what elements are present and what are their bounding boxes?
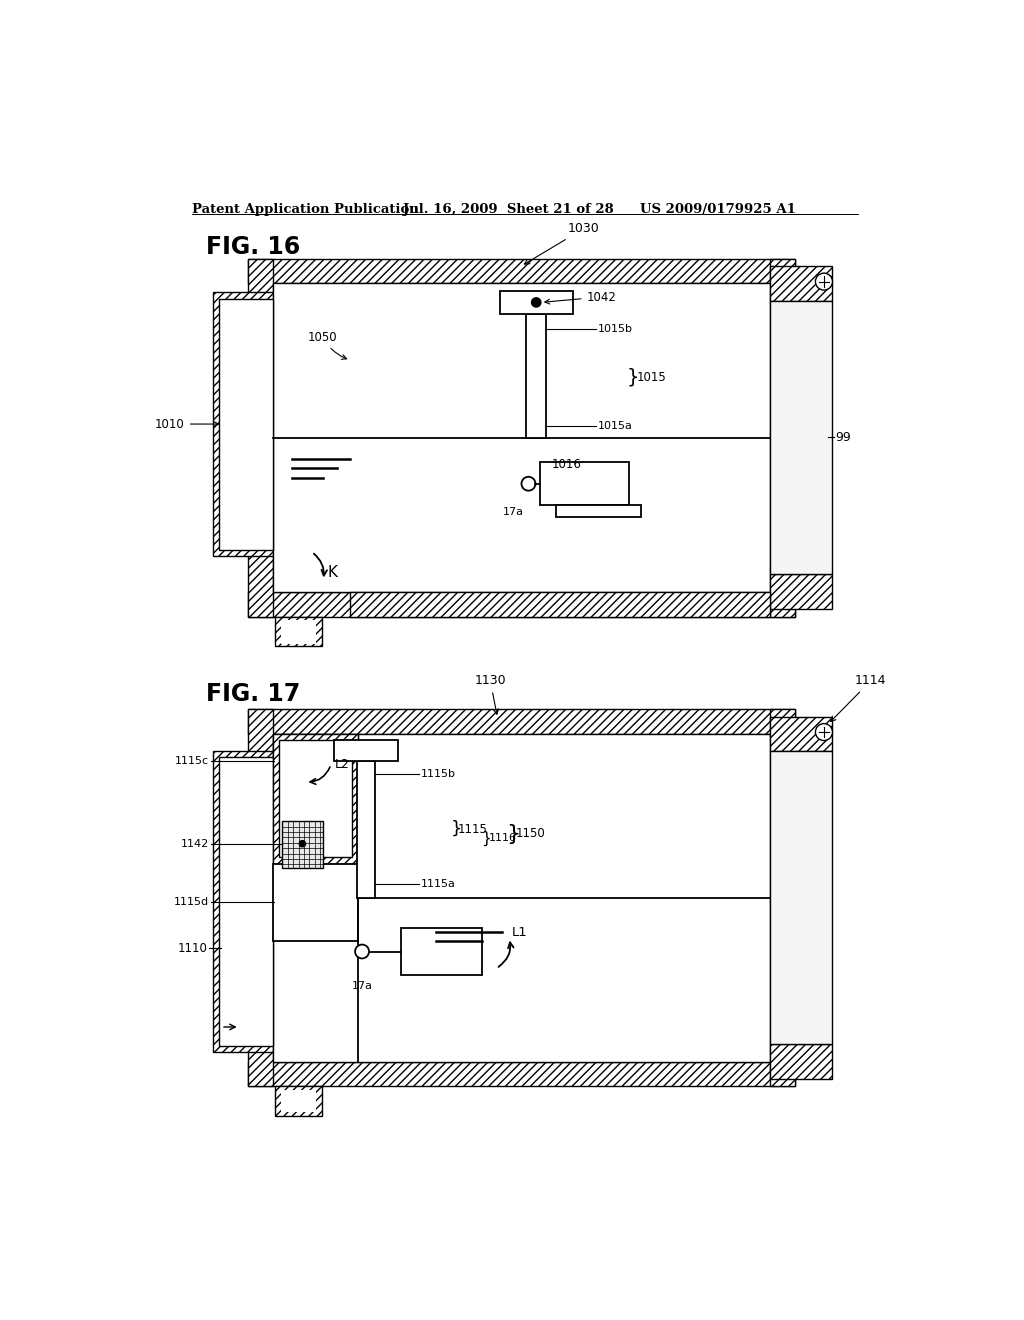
Text: 1050: 1050 [308,330,347,359]
Bar [280,739,352,858]
Bar [248,259,795,284]
Text: }: } [627,367,639,387]
Bar [356,762,375,898]
Text: 17a: 17a [503,507,523,517]
Bar [770,267,831,301]
Text: 1142: 1142 [181,840,209,849]
Text: 1016: 1016 [552,458,582,471]
Bar [248,1061,795,1086]
Bar [540,462,629,506]
Circle shape [521,477,536,491]
Bar [248,709,795,734]
Bar [556,506,641,517]
Bar [275,1086,322,1115]
Bar [248,591,795,616]
Text: 1015a: 1015a [597,421,632,430]
Bar [281,620,316,644]
Bar [283,821,324,867]
Text: 1015: 1015 [636,371,666,384]
Circle shape [815,273,833,290]
Text: Jul. 16, 2009  Sheet 21 of 28: Jul. 16, 2009 Sheet 21 of 28 [403,203,613,216]
Text: 1114: 1114 [830,675,887,722]
Text: 1015b: 1015b [597,325,633,334]
Circle shape [815,723,833,741]
Text: 1010: 1010 [155,417,218,430]
Text: 1116: 1116 [489,833,517,843]
Bar [770,1044,831,1078]
Bar [281,1090,316,1111]
Bar [219,756,273,1047]
Circle shape [531,298,541,308]
Text: L2: L2 [335,758,350,771]
Text: 1115: 1115 [458,822,488,836]
Bar [400,928,482,974]
Bar [770,751,831,1044]
Circle shape [299,840,306,847]
Text: 1110: 1110 [178,942,208,954]
Bar [248,709,273,1086]
Bar [275,616,322,645]
Text: 1130: 1130 [474,675,506,714]
Bar [273,863,358,941]
Bar [273,734,358,863]
Bar [770,259,795,616]
Text: 1115a: 1115a [421,879,456,888]
Text: FIG. 16: FIG. 16 [206,235,300,260]
Text: 99: 99 [836,430,851,444]
Bar [273,734,770,1061]
Text: 1115b: 1115b [421,770,456,779]
Bar [248,259,273,616]
Text: K: K [328,565,337,581]
Text: FIG. 17: FIG. 17 [206,682,300,706]
Bar [350,591,770,616]
Bar [219,298,273,549]
Circle shape [355,945,369,958]
Text: }: } [451,820,462,838]
Text: Patent Application Publication: Patent Application Publication [191,203,418,216]
Text: 1150: 1150 [515,828,545,841]
Text: 1115d: 1115d [174,898,209,907]
Bar [500,290,572,314]
Bar [526,314,546,437]
Text: }: } [506,824,520,843]
Bar [770,717,831,751]
Text: 17a: 17a [351,981,373,991]
Text: US 2009/0179925 A1: US 2009/0179925 A1 [640,203,796,216]
Bar [334,739,397,762]
Bar [770,301,831,574]
Bar [213,751,273,1052]
Bar [770,709,795,1086]
Bar [770,574,831,609]
Bar [273,284,770,591]
Text: }: } [481,830,492,846]
Text: L1: L1 [512,925,527,939]
Text: 1115c: 1115c [175,755,209,766]
Bar [213,293,273,556]
Text: 1042: 1042 [545,290,616,304]
Text: 1030: 1030 [524,222,599,264]
